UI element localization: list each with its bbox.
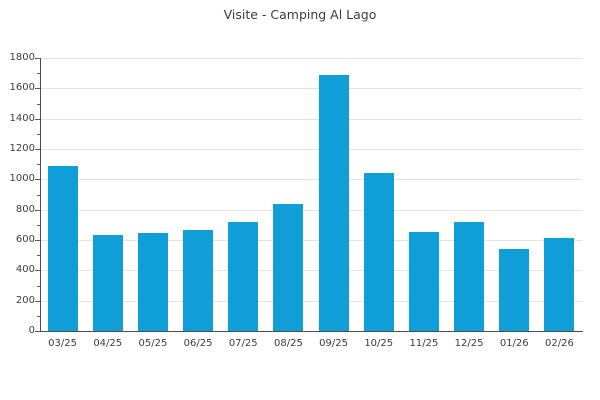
y-axis-line (40, 58, 41, 332)
x-tick-label: 02/26 (544, 338, 574, 349)
y-tick-label: 1400 (9, 112, 35, 124)
y-tick-label: 600 (15, 234, 35, 245)
bar (454, 221, 485, 331)
x-tick-label: 11/25 (409, 338, 439, 349)
y-minor-tick (37, 164, 40, 166)
y-major-tick (35, 209, 40, 211)
bar (137, 233, 168, 331)
y-tick-label: 1200 (9, 143, 35, 154)
y-tick-label: 1000 (9, 173, 35, 185)
y-minor-tick (37, 133, 40, 135)
y-tick-label: 200 (15, 294, 35, 306)
bar (544, 238, 575, 331)
bar (408, 231, 439, 331)
x-tick-label: 10/25 (364, 338, 394, 349)
x-tick-label: 05/25 (138, 338, 168, 349)
y-minor-tick (37, 255, 40, 257)
y-major-tick (35, 118, 40, 120)
x-axis-line (40, 331, 583, 332)
bar (273, 203, 304, 331)
x-tick-label: 04/25 (93, 338, 123, 349)
y-gridline (41, 58, 582, 59)
y-major-tick (35, 270, 40, 272)
y-major-tick (35, 149, 40, 150)
y-gridline (41, 179, 582, 181)
y-gridline (41, 240, 582, 241)
y-minor-tick (37, 194, 40, 196)
y-major-tick (35, 58, 40, 59)
chart-title: Visite - Camping Al Lago (223, 7, 377, 22)
x-tick-label: 06/25 (183, 338, 213, 349)
y-gridline (41, 300, 582, 302)
y-tick-label: 1800 (9, 52, 35, 63)
y-minor-tick (37, 73, 40, 75)
bar (47, 166, 78, 331)
y-major-tick (35, 240, 40, 241)
bar (183, 230, 214, 331)
x-tick-label: 08/25 (273, 338, 303, 349)
bar (499, 249, 530, 331)
y-major-tick (35, 331, 40, 332)
y-minor-tick (37, 103, 40, 105)
bar (228, 221, 259, 331)
y-gridline (41, 209, 582, 211)
y-tick-label: 800 (15, 203, 35, 215)
y-tick-label: 400 (15, 264, 35, 276)
y-major-tick (35, 179, 40, 181)
y-minor-tick (37, 285, 40, 287)
y-minor-tick (37, 315, 40, 317)
bar (92, 235, 123, 331)
y-tick-label: 0 (28, 325, 35, 336)
bar (318, 74, 349, 331)
y-gridline (41, 118, 582, 120)
y-gridline (41, 149, 582, 150)
x-tick-label: 07/25 (228, 338, 258, 349)
y-minor-tick (37, 224, 40, 226)
x-tick-label: 09/25 (319, 338, 348, 349)
y-gridline (41, 88, 582, 90)
y-major-tick (35, 300, 40, 302)
x-tick-label: 12/25 (454, 338, 484, 349)
x-tick-label: 01/26 (499, 338, 529, 349)
x-tick-label: 03/25 (48, 338, 77, 349)
y-major-tick (35, 88, 40, 90)
bar (363, 172, 394, 331)
y-gridline (41, 270, 582, 272)
y-tick-label: 1600 (9, 82, 35, 94)
